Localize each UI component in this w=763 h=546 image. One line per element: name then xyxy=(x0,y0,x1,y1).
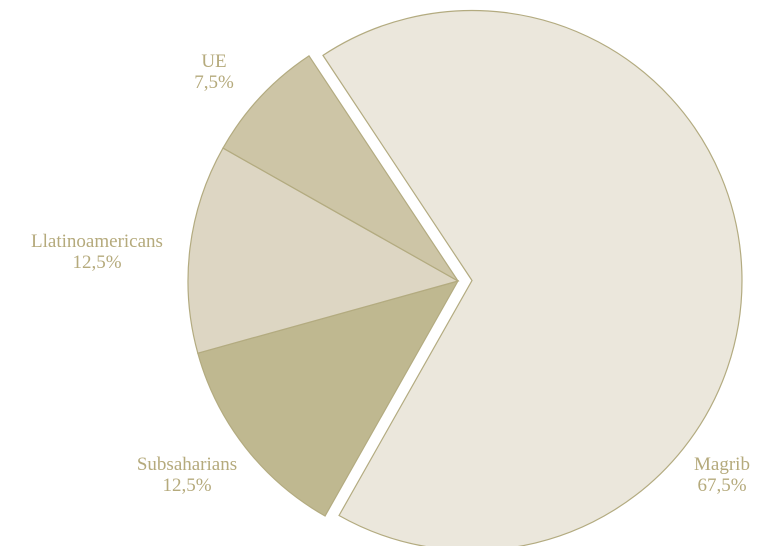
slice-label: Magrib xyxy=(694,454,750,475)
slice-label: UE xyxy=(201,51,226,72)
slice-value-label: 12,5% xyxy=(162,475,211,496)
slice-label: Llatinoamericans xyxy=(31,231,163,252)
slice-value-label: 67,5% xyxy=(697,475,746,496)
slice-value-label: 7,5% xyxy=(194,72,234,93)
pie-slice xyxy=(187,147,460,354)
pie-slice xyxy=(197,280,460,517)
slice-label: Subsaharians xyxy=(137,454,237,475)
pie-slice xyxy=(322,9,743,546)
pie-slice xyxy=(222,55,459,282)
slice-value-label: 12,5% xyxy=(72,252,121,273)
